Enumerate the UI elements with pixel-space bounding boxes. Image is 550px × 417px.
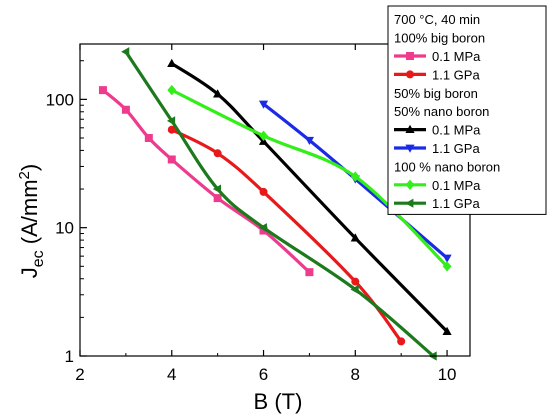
- x-tick-label: 6: [259, 365, 268, 384]
- data-point: [442, 254, 452, 263]
- series-line: [124, 50, 435, 358]
- legend-label: 1.1 GPa: [432, 67, 480, 82]
- data-point: [121, 47, 130, 57]
- y-tick-label: 1: [65, 347, 74, 366]
- data-point: [351, 277, 360, 286]
- series-4: [167, 84, 452, 272]
- legend-swatch-marker: [406, 52, 414, 60]
- series-line: [170, 62, 449, 333]
- legend-item: 0.1 MPa: [394, 123, 481, 138]
- legend-header: 700 °C, 40 min: [394, 12, 480, 27]
- data-point: [212, 184, 222, 194]
- x-tick-label: 2: [75, 365, 84, 384]
- data-point: [305, 268, 314, 277]
- legend-swatch-marker: [405, 179, 415, 190]
- legend-header: 100% big boron: [394, 31, 485, 46]
- legend-label: 0.1 MPa: [432, 123, 481, 138]
- legend-label: 0.1 MPa: [432, 49, 481, 64]
- data-point: [350, 233, 360, 242]
- x-tick-label: 8: [351, 365, 360, 384]
- legend-swatch-marker: [405, 198, 414, 208]
- svg-text:Jec (A/mm2): Jec (A/mm2): [16, 164, 47, 278]
- legend-header: 50% nano boron: [394, 104, 489, 119]
- legend-box: [387, 5, 547, 215]
- y-axis-title-unit: (A/mm: [17, 179, 42, 250]
- x-tick-label: 10: [438, 365, 457, 384]
- legend-item: 0.1 MPa: [394, 49, 481, 64]
- series-line: [171, 88, 449, 268]
- legend-swatch-marker: [406, 70, 414, 79]
- legend-header: 50% big boron: [394, 86, 478, 101]
- data-point: [397, 337, 406, 346]
- data-point: [167, 125, 176, 134]
- series-layer: [98, 47, 452, 361]
- data-point: [121, 105, 130, 114]
- data-point: [304, 136, 315, 146]
- series-5: [121, 47, 437, 361]
- data-point: [350, 171, 360, 182]
- data-point: [258, 100, 269, 109]
- data-point: [259, 187, 268, 196]
- series-2: [167, 58, 452, 335]
- data-point: [442, 261, 452, 272]
- legend-item: 1.1 GPa: [394, 196, 480, 211]
- axes-layer: 2 4 6 8 10 1 10 100: [46, 44, 457, 384]
- legend-item: 0.1 MPa: [394, 178, 481, 193]
- series-1: [167, 125, 406, 346]
- data-point: [259, 130, 268, 141]
- y-tick-label: 10: [55, 219, 74, 238]
- data-point: [166, 116, 176, 126]
- data-point: [213, 194, 222, 203]
- y-axis-title-close: ): [17, 164, 42, 171]
- data-point: [442, 326, 452, 335]
- data-point: [213, 149, 222, 158]
- legend-label: 1.1 GPa: [432, 141, 480, 156]
- data-point: [167, 84, 177, 96]
- data-point: [258, 223, 267, 233]
- y-axis-title-sup: 2: [16, 171, 33, 179]
- y-axis-title-main: J: [17, 267, 42, 278]
- y-axis-title-sub: ec: [30, 250, 47, 267]
- legend-header: 100 % nano boron: [394, 159, 500, 174]
- x-axis-title: B (T): [254, 389, 303, 414]
- data-point: [98, 86, 107, 95]
- x-tick-label: 4: [167, 365, 176, 384]
- data-point: [144, 133, 153, 142]
- legend-label: 1.1 GPa: [432, 196, 480, 211]
- data-point: [259, 226, 268, 235]
- data-point: [350, 284, 359, 295]
- legend-label: 0.1 MPa: [432, 178, 481, 193]
- data-point: [213, 89, 223, 98]
- data-point: [167, 58, 177, 67]
- y-tick-label: 100: [46, 90, 74, 109]
- y-axis-title: Jec (A/mm2): [16, 164, 47, 278]
- legend: 700 °C, 40 min 100% big boron 0.1 MPa 1.1 G…: [387, 5, 547, 215]
- data-point: [167, 155, 176, 164]
- legend-item: 1.1 GPa: [394, 141, 480, 156]
- legend-swatch-marker: [405, 144, 415, 153]
- series-line: [171, 128, 403, 343]
- legend-swatch-marker: [405, 124, 415, 133]
- legend-item: 1.1 GPa: [394, 67, 480, 82]
- series-0: [98, 86, 314, 277]
